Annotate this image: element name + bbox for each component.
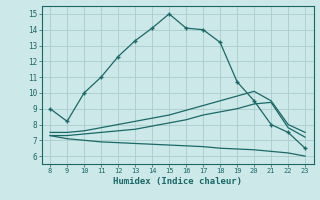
X-axis label: Humidex (Indice chaleur): Humidex (Indice chaleur) (113, 177, 242, 186)
